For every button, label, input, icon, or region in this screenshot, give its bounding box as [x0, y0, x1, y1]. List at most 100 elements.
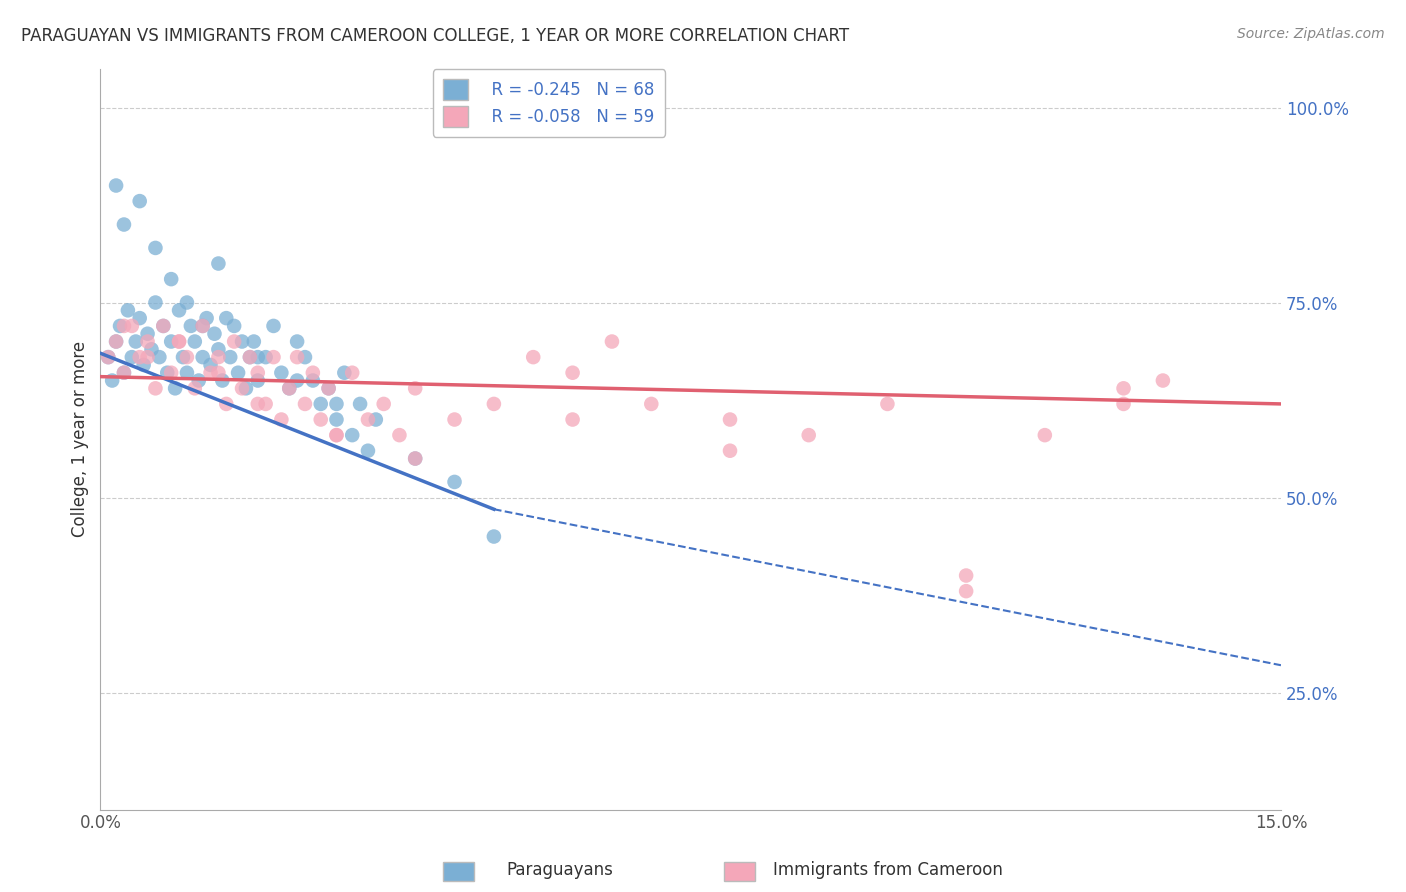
Point: [211, 374, 233, 388]
Text: Paraguayans: Paraguayans: [506, 861, 613, 879]
Point: [132, 358, 155, 372]
Point: [443, 412, 465, 426]
Point: [121, 350, 143, 364]
Point: [195, 311, 218, 326]
Point: [325, 412, 347, 426]
Point: [294, 350, 316, 364]
Point: [246, 397, 269, 411]
Point: [231, 381, 253, 395]
Point: [342, 428, 364, 442]
Point: [200, 366, 222, 380]
Point: [797, 428, 820, 442]
Point: [128, 311, 150, 326]
Point: [482, 397, 505, 411]
Point: [97, 350, 120, 364]
Text: PARAGUAYAN VS IMMIGRANTS FROM CAMEROON COLLEGE, 1 YEAR OR MORE CORRELATION CHART: PARAGUAYAN VS IMMIGRANTS FROM CAMEROON C…: [21, 27, 849, 45]
Point: [105, 178, 128, 193]
Point: [184, 381, 207, 395]
Point: [263, 318, 285, 333]
Point: [176, 350, 198, 364]
Point: [955, 584, 977, 599]
Point: [388, 428, 411, 442]
Point: [1152, 374, 1174, 388]
Point: [278, 381, 301, 395]
Text: Source: ZipAtlas.com: Source: ZipAtlas.com: [1237, 27, 1385, 41]
Point: [176, 366, 198, 380]
Point: [302, 366, 325, 380]
Point: [145, 381, 167, 395]
Point: [1112, 381, 1135, 395]
Point: [955, 568, 977, 582]
Point: [1033, 428, 1056, 442]
Point: [112, 218, 135, 232]
Point: [207, 256, 229, 270]
Point: [278, 381, 301, 395]
Point: [302, 374, 325, 388]
Point: [243, 334, 266, 349]
Point: [318, 381, 340, 395]
Legend:   R = -0.245   N = 68,   R = -0.058   N = 59: R = -0.245 N = 68, R = -0.058 N = 59: [433, 70, 665, 136]
Point: [112, 318, 135, 333]
Point: [191, 318, 214, 333]
Point: [239, 350, 262, 364]
Point: [294, 397, 316, 411]
Point: [128, 194, 150, 208]
Point: [207, 366, 229, 380]
Point: [152, 318, 174, 333]
Point: [235, 381, 257, 395]
Point: [482, 529, 505, 543]
Point: [342, 366, 364, 380]
Point: [145, 241, 167, 255]
Point: [285, 350, 308, 364]
Point: [254, 397, 277, 411]
Point: [180, 318, 202, 333]
Point: [246, 350, 269, 364]
Y-axis label: College, 1 year or more: College, 1 year or more: [72, 341, 89, 537]
Point: [325, 397, 347, 411]
Point: [254, 350, 277, 364]
Point: [357, 443, 380, 458]
Point: [600, 334, 623, 349]
Point: [246, 374, 269, 388]
Point: [167, 334, 190, 349]
Point: [270, 412, 292, 426]
Point: [121, 318, 143, 333]
Point: [207, 350, 229, 364]
Point: [105, 334, 128, 349]
Point: [876, 397, 898, 411]
Point: [172, 350, 194, 364]
Point: [108, 318, 131, 333]
Point: [309, 397, 332, 411]
Point: [191, 350, 214, 364]
Point: [226, 366, 249, 380]
Point: [325, 428, 347, 442]
Point: [187, 374, 209, 388]
Point: [207, 343, 229, 357]
Point: [357, 412, 380, 426]
Point: [184, 334, 207, 349]
Point: [443, 475, 465, 489]
Point: [318, 381, 340, 395]
Point: [239, 350, 262, 364]
Point: [263, 350, 285, 364]
Point: [522, 350, 544, 364]
Point: [167, 303, 190, 318]
Point: [165, 381, 187, 395]
Point: [718, 443, 741, 458]
Point: [112, 366, 135, 380]
Point: [105, 334, 128, 349]
Point: [136, 326, 159, 341]
Point: [718, 412, 741, 426]
Point: [224, 334, 246, 349]
Point: [270, 366, 292, 380]
Point: [364, 412, 387, 426]
Point: [285, 374, 308, 388]
Point: [128, 350, 150, 364]
Text: Immigrants from Cameroon: Immigrants from Cameroon: [773, 861, 1002, 879]
Point: [325, 428, 347, 442]
Point: [112, 366, 135, 380]
Point: [1112, 397, 1135, 411]
Point: [125, 334, 148, 349]
Point: [160, 272, 183, 286]
Point: [148, 350, 170, 364]
